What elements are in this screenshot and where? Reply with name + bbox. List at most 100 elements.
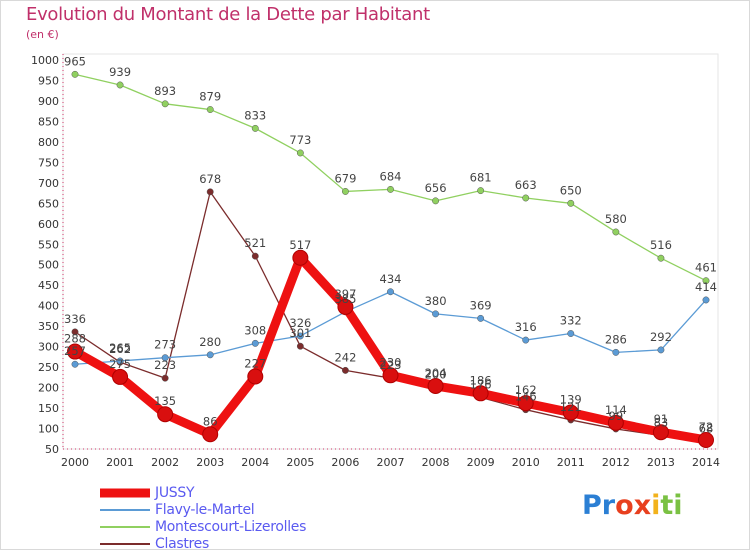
data-label-jussy: 204 <box>425 366 447 380</box>
data-label-jussy: 139 <box>560 393 582 407</box>
y-tick-label: 300 <box>38 341 59 354</box>
data-point-jussy <box>427 377 444 394</box>
y-tick-label: 650 <box>38 197 59 210</box>
data-point-jussy <box>292 249 309 266</box>
data-label-jussy: 162 <box>515 383 537 397</box>
data-point-clastres <box>341 366 349 374</box>
data-label-flavy-le-martel: 414 <box>695 280 717 294</box>
x-tick-label: 2003 <box>196 456 224 469</box>
data-label-jussy: 397 <box>334 287 356 301</box>
data-label-clastres: 68 <box>699 422 714 436</box>
data-point-montescourt-lizerolles <box>387 185 394 193</box>
data-label-flavy-le-martel: 385 <box>334 292 356 306</box>
data-label-clastres: 262 <box>109 342 131 356</box>
data-point-montescourt-lizerolles <box>161 100 169 108</box>
data-point-jussy <box>202 426 219 443</box>
legend-item-flavy: Flavy-le-Martel <box>100 501 306 518</box>
data-point-jussy <box>157 406 174 423</box>
y-tick-label: 900 <box>38 95 59 108</box>
data-label-flavy-le-martel: 292 <box>650 330 672 344</box>
y-tick-label: 250 <box>38 361 59 374</box>
data-point-flavy-le-martel <box>477 314 485 322</box>
x-tick-label: 2004 <box>241 456 269 469</box>
data-point-flavy-le-martel <box>387 288 394 296</box>
data-label-flavy-le-martel: 308 <box>244 323 266 337</box>
y-tick-label: 150 <box>38 402 59 415</box>
chart-title: Evolution du Montant de la Dette par Hab… <box>26 4 430 25</box>
data-point-jussy <box>652 424 669 441</box>
data-point-flavy-le-martel <box>657 346 665 354</box>
data-label-jussy: 91 <box>654 412 669 426</box>
data-label-montescourt-lizerolles: 681 <box>470 171 492 185</box>
data-point-montescourt-lizerolles <box>657 254 665 262</box>
data-label-flavy-le-martel: 332 <box>560 314 582 328</box>
logo-letter: i <box>673 490 683 521</box>
data-label-clastres: 176 <box>470 377 492 391</box>
logo-letter: r <box>601 490 616 521</box>
x-tick-label: 2010 <box>512 456 540 469</box>
legend-item-montescourt: Montescourt-Lizerolles <box>100 518 306 535</box>
data-point-montescourt-lizerolles <box>71 70 79 78</box>
y-tick-label: 350 <box>38 320 59 333</box>
data-label-jussy: 275 <box>109 357 131 371</box>
data-label-clastres: 146 <box>515 390 537 404</box>
data-label-jussy: 72 <box>699 420 714 434</box>
data-point-montescourt-lizerolles <box>612 228 620 236</box>
data-label-montescourt-lizerolles: 965 <box>64 54 86 68</box>
data-label-jussy: 114 <box>605 403 627 417</box>
data-point-montescourt-lizerolles <box>116 81 124 89</box>
data-label-jussy: 186 <box>470 373 492 387</box>
data-label-montescourt-lizerolles: 663 <box>515 178 537 192</box>
logo-letter: o <box>615 490 634 521</box>
logo-letter: P <box>582 490 602 521</box>
data-label-jussy: 230 <box>380 355 402 369</box>
data-label-clastres: 242 <box>334 350 356 364</box>
data-point-montescourt-lizerolles <box>341 187 349 195</box>
x-tick-label: 2008 <box>422 456 450 469</box>
x-tick-label: 2013 <box>647 456 675 469</box>
data-label-jussy: 517 <box>289 238 311 252</box>
data-label-clastres: 223 <box>154 358 176 372</box>
data-point-flavy-le-martel <box>161 354 169 362</box>
data-point-flavy-le-martel <box>612 348 620 356</box>
x-tick-label: 2014 <box>692 456 720 469</box>
data-point-jussy <box>337 298 354 315</box>
x-tick-label: 2000 <box>61 456 89 469</box>
legend-label-flavy: Flavy-le-Martel <box>155 501 255 518</box>
data-point-flavy-le-martel <box>116 357 124 365</box>
data-point-clastres <box>251 252 259 260</box>
data-label-clastres: 223 <box>380 358 402 372</box>
data-point-montescourt-lizerolles <box>702 277 710 285</box>
y-tick-label: 500 <box>38 259 59 272</box>
data-point-montescourt-lizerolles <box>251 124 259 132</box>
data-point-montescourt-lizerolles <box>206 106 214 113</box>
data-point-jussy <box>562 404 579 421</box>
x-tick-label: 2012 <box>602 456 630 469</box>
data-label-montescourt-lizerolles: 939 <box>109 65 131 79</box>
chart-legend: JUSSY Flavy-le-Martel Montescourt-Lizero… <box>100 484 306 552</box>
data-label-flavy-le-martel: 326 <box>289 316 311 330</box>
data-point-flavy-le-martel <box>432 310 440 318</box>
x-tick-label: 2009 <box>467 456 495 469</box>
data-label-montescourt-lizerolles: 833 <box>244 108 266 122</box>
data-label-montescourt-lizerolles: 879 <box>199 90 221 104</box>
y-tick-label: 450 <box>38 279 59 292</box>
x-tick-label: 2001 <box>106 456 134 469</box>
data-point-jussy <box>247 368 264 385</box>
data-label-flavy-le-martel: 286 <box>605 332 627 346</box>
data-point-jussy <box>698 431 714 448</box>
data-point-jussy <box>67 343 83 360</box>
data-label-montescourt-lizerolles: 656 <box>425 181 447 195</box>
y-tick-label: 1000 <box>31 54 59 67</box>
legend-swatch-flavy <box>100 508 150 511</box>
y-tick-label: 400 <box>38 300 59 313</box>
data-label-montescourt-lizerolles: 773 <box>289 133 311 147</box>
data-point-clastres <box>206 188 214 196</box>
data-point-montescourt-lizerolles <box>477 187 485 195</box>
data-point-clastres <box>71 328 79 336</box>
data-label-montescourt-lizerolles: 893 <box>154 84 176 98</box>
data-label-flavy-le-martel: 434 <box>380 272 402 286</box>
data-label-clastres: 301 <box>289 326 311 340</box>
data-point-montescourt-lizerolles <box>522 194 530 202</box>
